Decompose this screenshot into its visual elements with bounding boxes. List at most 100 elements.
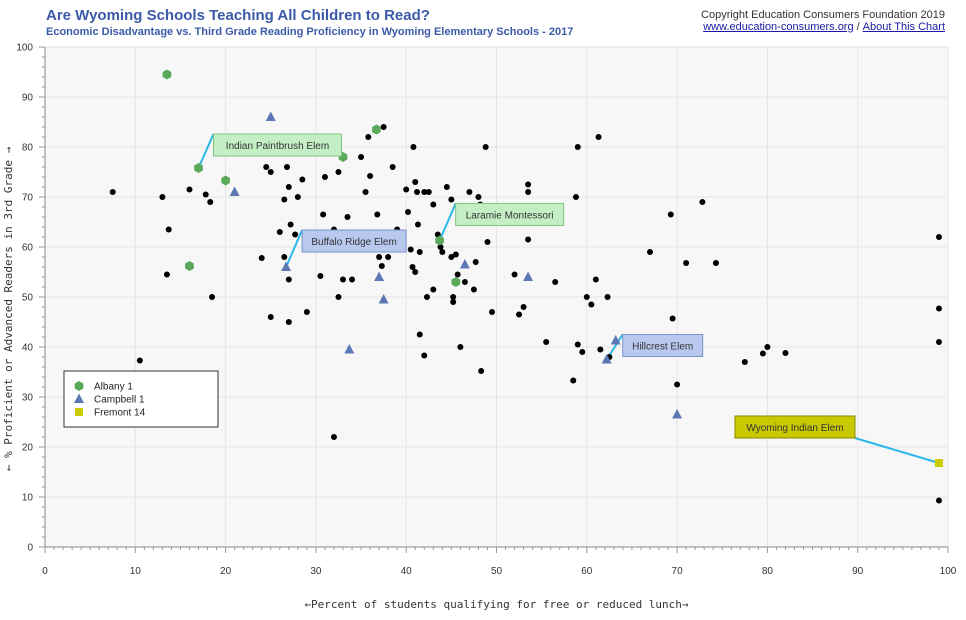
legend-marker-fremont-14 [75, 408, 83, 416]
chart-subtitle: Economic Disadvantage vs. Third Grade Re… [46, 26, 574, 38]
other-school-point [362, 189, 369, 195]
other-school-point [374, 211, 381, 218]
albany-1-point [435, 235, 444, 246]
other-school-point [294, 194, 301, 200]
other-school-point [448, 196, 455, 203]
other-school-point [376, 254, 383, 260]
other-school-point [588, 301, 595, 308]
other-school-point [287, 221, 294, 228]
campbell-1-point [601, 354, 612, 364]
other-school-point [412, 179, 419, 185]
other-school-point [583, 294, 590, 300]
x-tick-label: 70 [672, 566, 684, 577]
other-school-point [430, 286, 437, 293]
albany-1-point [185, 261, 194, 271]
other-school-point [292, 231, 299, 238]
campbell-1-point [378, 294, 389, 304]
callout-label: Laramie Montessori [466, 211, 554, 222]
callout-label: Indian Paintbrush Elem [226, 141, 329, 152]
other-school-point [414, 221, 421, 228]
other-school-point [330, 434, 337, 440]
other-school-point [574, 144, 581, 150]
other-school-point [450, 294, 457, 300]
other-school-point [365, 134, 372, 140]
other-school-point [320, 211, 327, 218]
y-tick-label: 70 [22, 193, 34, 204]
other-school-point [207, 199, 214, 205]
other-school-point [410, 144, 417, 150]
other-school-point [516, 311, 523, 318]
other-school-point [482, 144, 489, 150]
other-school-point [276, 229, 283, 235]
callout-box [213, 133, 343, 157]
callout-box [455, 203, 565, 226]
other-school-point [335, 169, 342, 175]
callout-box [301, 229, 407, 253]
albany-1-point [194, 163, 203, 173]
fremont-14-point [934, 459, 943, 467]
other-school-point [285, 319, 292, 325]
other-school-point [403, 186, 410, 193]
other-school-point [303, 309, 310, 315]
other-school-point [285, 184, 292, 190]
y-tick-label: 60 [22, 243, 34, 254]
x-tick-label: 90 [852, 566, 864, 577]
y-tick-label: 50 [22, 293, 34, 304]
other-school-point [470, 286, 477, 293]
link-separator: / [856, 21, 860, 33]
other-school-point [484, 239, 491, 245]
header-links: www.education-consumers.org / About This C… [703, 21, 945, 33]
x-tick-label: 10 [130, 566, 142, 577]
other-school-point [597, 346, 604, 353]
other-school-point [472, 259, 479, 265]
other-school-point [349, 276, 356, 283]
other-school-point [385, 254, 392, 260]
other-school-point [457, 344, 464, 350]
other-school-point [299, 176, 306, 183]
other-school-point [358, 154, 365, 160]
x-tick-label: 20 [220, 566, 232, 577]
other-school-point [741, 359, 748, 365]
other-school-point [165, 226, 172, 233]
site-link[interactable]: www.education-consumers.org [703, 21, 854, 33]
about-chart-link[interactable]: About This Chart [862, 21, 945, 33]
campbell-1-point [281, 261, 292, 271]
albany-1-point [372, 124, 381, 135]
other-school-point [335, 294, 342, 300]
callout-leader [854, 437, 940, 464]
y-tick-label: 90 [22, 93, 34, 104]
other-school-point [389, 164, 396, 170]
other-school-point [525, 236, 532, 243]
other-school-point [202, 191, 209, 198]
other-school-point [109, 189, 116, 195]
other-school-point [281, 254, 288, 260]
other-school-point [454, 271, 461, 278]
y-axis-title: ← % Proficient or Advanced Readers in 3r… [2, 146, 15, 471]
other-school-point [450, 299, 457, 305]
albany-1-point [162, 69, 172, 80]
other-school-point [258, 255, 265, 261]
other-school-point [712, 260, 719, 266]
y-tick-label: 80 [22, 143, 34, 154]
callout-leader [438, 203, 457, 241]
other-school-point [281, 196, 288, 203]
other-school-point [321, 174, 328, 180]
other-school-point [466, 189, 473, 195]
y-tick-label: 10 [22, 493, 34, 504]
other-school-point [412, 269, 419, 275]
other-school-point [667, 211, 674, 218]
y-tick-label: 30 [22, 393, 34, 404]
other-school-point [267, 169, 274, 175]
other-school-point [543, 339, 550, 345]
other-school-point [699, 199, 706, 205]
other-school-point [317, 273, 324, 279]
other-school-point [159, 194, 166, 200]
other-school-point [572, 194, 579, 200]
campbell-1-point [610, 335, 621, 345]
campbell-1-point [374, 271, 385, 281]
other-school-point [488, 309, 495, 315]
other-school-point [136, 357, 143, 364]
callout-leader [285, 229, 304, 268]
campbell-1-point [265, 111, 276, 121]
